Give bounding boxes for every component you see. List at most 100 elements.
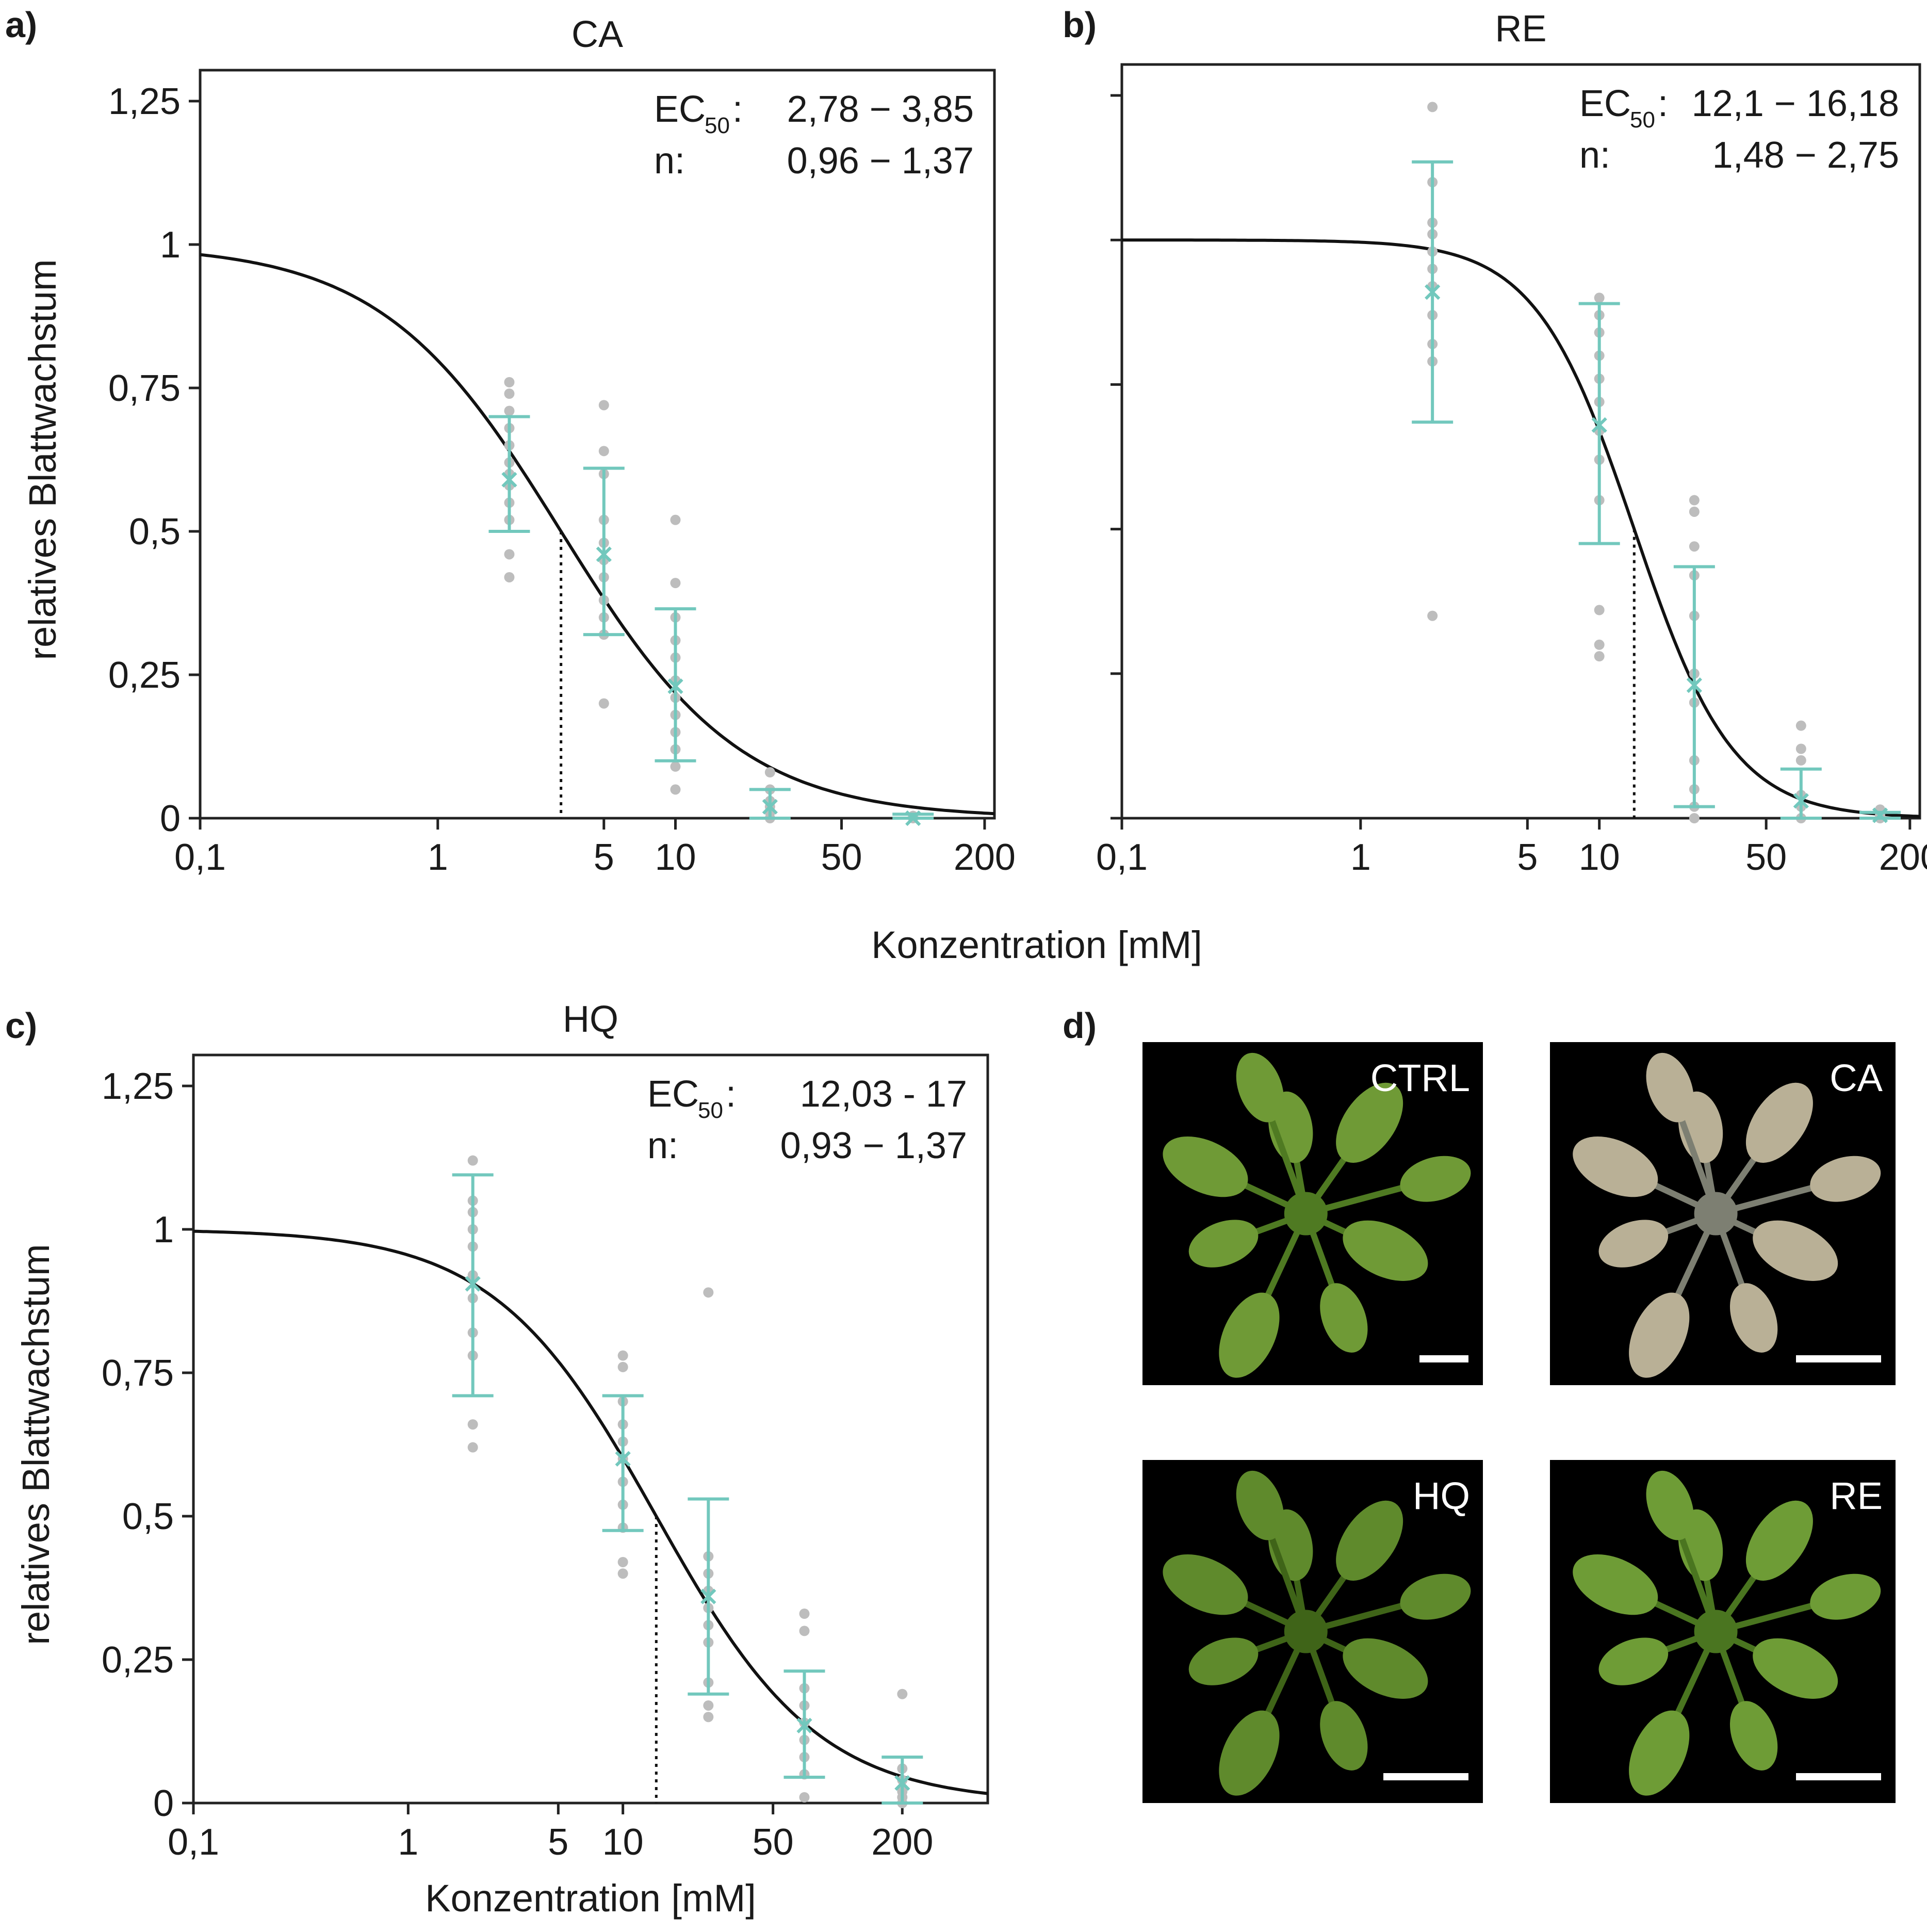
scale-bar	[1419, 1355, 1468, 1362]
ec50-colon: :	[1658, 83, 1668, 124]
mean-marker	[1793, 793, 1809, 809]
leaf-blade	[1219, 1292, 1280, 1378]
scale-bar	[1383, 1773, 1468, 1780]
data-point	[1795, 755, 1806, 766]
data-point	[467, 1419, 478, 1430]
leaf-blade	[1573, 1137, 1658, 1197]
y-tick-label: 0,25	[102, 1639, 174, 1681]
y-tick-label: 0	[153, 1783, 174, 1824]
data-point	[670, 578, 681, 589]
mean-marker	[615, 1451, 631, 1467]
x-tick-label: 0,1	[168, 1822, 219, 1863]
y-tick-label: 0,25	[108, 655, 181, 696]
photo-hq: HQ	[1142, 1460, 1483, 1803]
x-tick-label: 10	[602, 1822, 644, 1863]
ec50-value: 2,78 − 3,85	[787, 89, 974, 130]
x-tick-label: 1	[398, 1822, 418, 1863]
mean-marker	[762, 799, 778, 815]
leaf-blade	[1629, 1292, 1690, 1378]
data-point	[799, 1609, 810, 1619]
x-tick-label: 1	[428, 837, 448, 878]
panel-b-chart: b)RE0,1151050200EC50:12,1 − 16,18n:1,48 …	[1063, 5, 1927, 878]
data-point	[670, 514, 681, 525]
y-axis-label: relatives Blattwachstum	[21, 259, 64, 660]
x-tick-label: 10	[1579, 837, 1620, 878]
mean-marker	[1686, 677, 1702, 693]
leaf-blade	[1163, 1137, 1248, 1197]
leaf-blade	[1400, 1573, 1471, 1620]
panel-c-chart: c) HQ 0 0,25 0,5 0,75 1 1,25 0,1 1 5 10 50 200 relativ…	[5, 999, 989, 1920]
x-tick-label: 5	[1517, 837, 1538, 878]
y-tick-label: 0,75	[108, 368, 181, 409]
panel-d-letter: d)	[1063, 1005, 1097, 1046]
leaf-blade	[1729, 1283, 1778, 1353]
data-point	[670, 784, 681, 795]
leaf-blade	[1343, 1220, 1428, 1281]
data-point	[764, 767, 775, 778]
ec50-value: 12,03 - 17	[800, 1074, 967, 1115]
panel-title: CA	[571, 14, 623, 55]
n-label: n:	[647, 1125, 678, 1166]
ec50-subscript: 50	[698, 1098, 723, 1123]
data-point	[1795, 743, 1806, 754]
x-axis-label: Konzentration [mM]	[425, 1877, 756, 1920]
panel-letter: b)	[1063, 5, 1097, 45]
mean-marker	[894, 1775, 910, 1791]
leaf-blade	[1745, 1082, 1813, 1163]
data-point	[504, 549, 515, 560]
rosette-center	[1694, 1610, 1738, 1653]
leaf-blade	[1188, 1220, 1259, 1268]
photo-label: RE	[1830, 1474, 1883, 1517]
y-axis-label: relatives Blattwachstum	[14, 1244, 57, 1645]
photo-ctrl: CTRL	[1142, 1042, 1483, 1385]
data-point	[799, 1626, 810, 1636]
data-point	[1427, 610, 1438, 621]
photo-label: CTRL	[1370, 1057, 1470, 1099]
data-point	[897, 1689, 908, 1699]
scale-bar	[1796, 1355, 1881, 1362]
plot-frame	[192, 1053, 989, 1805]
leaf-blade	[1336, 1082, 1403, 1163]
leaf-blade	[1163, 1554, 1248, 1615]
y-tick-label: 0,75	[102, 1353, 174, 1394]
panel-a-chart: a) CA 0 0,25 0,5 0,75 1 1,25 0,1 1 5 10 50 200 relativ…	[5, 5, 1016, 878]
data-point	[1689, 541, 1700, 552]
n-value: 1,48 − 2,75	[1712, 135, 1899, 176]
data-point	[670, 761, 681, 772]
mean-marker	[465, 1276, 481, 1292]
leaf-blade	[1343, 1638, 1428, 1699]
leaf-blade	[1629, 1710, 1690, 1796]
leaf-blade	[1188, 1637, 1259, 1685]
x-tick-label: 5	[548, 1822, 568, 1863]
fit-curve	[1122, 238, 1920, 818]
data-point	[617, 1556, 628, 1567]
data-point	[617, 1350, 628, 1361]
mean-marker	[1425, 284, 1441, 300]
panel-title: RE	[1495, 8, 1546, 50]
scale-bar	[1796, 1773, 1881, 1780]
x-tick-label: 5	[594, 837, 614, 878]
mean-marker	[905, 810, 921, 826]
data-point	[1594, 605, 1605, 615]
ec50-subscript: 50	[705, 113, 730, 138]
leaf-blade	[1598, 1220, 1669, 1268]
x-tick-label: 0,1	[174, 837, 226, 878]
y-tick-label: 0,5	[129, 511, 181, 553]
rosette-center	[1694, 1192, 1738, 1236]
data-point	[598, 698, 609, 709]
panel-title: HQ	[563, 999, 618, 1040]
y-tick-label: 0	[160, 798, 181, 839]
leaf-blade	[1598, 1637, 1669, 1685]
panel-letter: c)	[5, 1005, 37, 1046]
data-point	[1594, 639, 1605, 650]
x-tick-label: 50	[753, 1822, 794, 1863]
data-point	[703, 1700, 714, 1711]
ec50-subscript: 50	[1630, 107, 1655, 133]
shared-x-axis-label: Konzentration [mM]	[871, 923, 1202, 966]
plot-frame	[199, 69, 996, 820]
mean-marker	[667, 678, 683, 694]
data-point	[598, 400, 609, 411]
x-tick-label: 200	[954, 837, 1016, 878]
x-tick-label: 10	[655, 837, 696, 878]
leaf-blade	[1810, 1573, 1881, 1620]
